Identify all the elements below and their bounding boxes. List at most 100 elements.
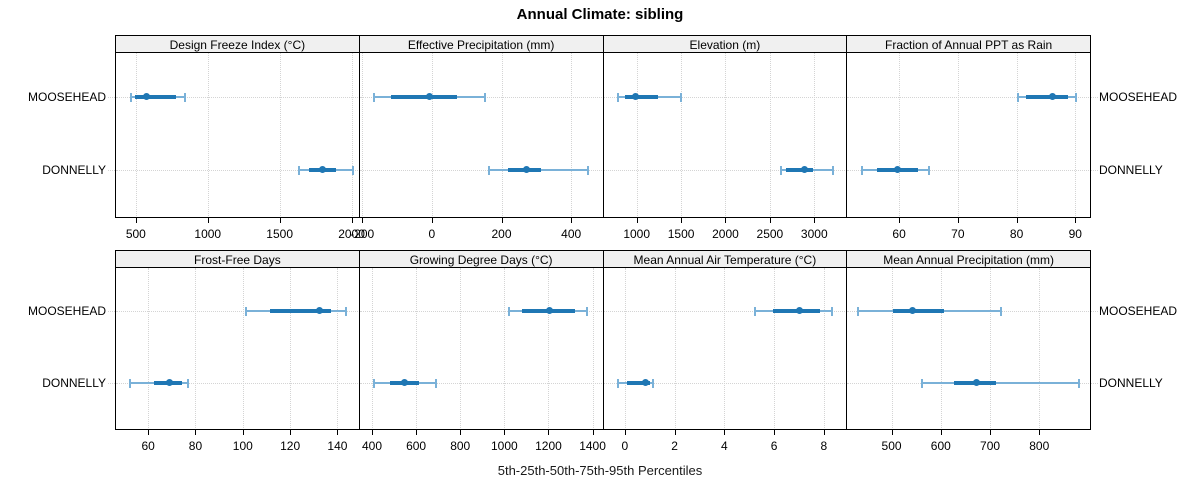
panel-body-growing-degree-days-c: [358, 268, 604, 430]
axis-tick: [957, 218, 959, 223]
axis-tick: [290, 430, 292, 435]
axis-tick-label: 3000: [800, 227, 828, 241]
row-label-leader: [108, 310, 115, 312]
range-cap-low: [130, 92, 133, 102]
gridline-vertical: [681, 53, 683, 217]
panel-body-mean-annual-air-temperature-c: [602, 268, 848, 430]
row-label-donnelly: DONNELLY: [1099, 375, 1163, 390]
gridline-vertical: [1016, 53, 1018, 217]
axis-tick-label: 1500: [667, 227, 695, 241]
gridline-vertical: [351, 53, 353, 217]
axis-tick-label: 400: [361, 439, 382, 453]
gridline-vertical: [431, 53, 433, 217]
gridline-vertical: [592, 268, 594, 429]
range-cap-high: [831, 306, 834, 316]
gridline-horizontal: [603, 169, 847, 171]
gridline-vertical: [148, 268, 150, 429]
axis-tick-label: 1200: [535, 439, 562, 453]
panel-header-effective-precipitation-mm: Effective Precipitation (mm): [358, 35, 604, 53]
panel-header-growing-degree-days-c: Growing Degree Days (°C): [358, 250, 604, 268]
gridline-vertical: [636, 53, 638, 217]
panel-header-elevation-m: Elevation (m): [602, 35, 848, 53]
panel-body-mean-annual-precipitation-mm: [846, 268, 1091, 430]
axis-tick: [636, 218, 638, 223]
gridline-vertical: [769, 53, 771, 217]
gridline-horizontal: [359, 382, 603, 384]
range-25-75-bar: [892, 308, 945, 313]
median-dot: [142, 93, 150, 101]
gridline-horizontal: [603, 96, 847, 98]
gridline-horizontal: [116, 96, 359, 98]
axis-tick-label: 1000: [194, 227, 222, 241]
range-cap-low: [754, 306, 757, 316]
axis-tick: [940, 430, 942, 435]
range-25-75-bar: [391, 94, 458, 99]
axis-tick-label: 90: [1068, 227, 1082, 241]
range-cap-high: [831, 165, 834, 175]
gridline-horizontal: [359, 310, 603, 312]
axis-tick: [207, 218, 209, 223]
axis-tick-label: 500: [125, 227, 146, 241]
axis-tick: [769, 218, 771, 223]
median-dot: [972, 379, 980, 387]
range-cap-low: [1016, 92, 1019, 102]
axis-tick: [460, 430, 462, 435]
panel-title: Growing Degree Days (°C): [409, 253, 553, 267]
gridline-vertical: [674, 268, 676, 429]
range-cap-high: [484, 92, 487, 102]
axis-caption: 5th-25th-50th-75th-95th Percentiles: [497, 463, 703, 478]
axis-tick: [571, 218, 573, 223]
axis-tick-label: 2000: [338, 227, 365, 241]
range-cap-low: [373, 378, 376, 388]
gridline-vertical: [571, 53, 573, 217]
range-cap-low: [245, 306, 248, 316]
axis-tick-label: 500: [881, 439, 902, 453]
range-cap-low: [857, 306, 860, 316]
range-cap-high: [344, 306, 347, 316]
range-cap-low: [860, 165, 863, 175]
range-25-75-bar: [134, 94, 177, 99]
panel-body-frost-free-days: [115, 268, 360, 430]
axis-tick: [548, 430, 550, 435]
range-25-75-bar: [624, 94, 658, 99]
median-dot: [401, 379, 409, 387]
axis-tick: [242, 430, 244, 435]
axis-tick-label: 0: [621, 439, 629, 453]
gridline-vertical: [242, 268, 244, 429]
gridline-vertical: [279, 53, 281, 217]
axis-tick: [592, 430, 594, 435]
axis-tick: [774, 430, 776, 435]
gridline-vertical: [823, 268, 825, 429]
gridline-vertical: [371, 268, 373, 429]
axis-tick: [362, 218, 364, 223]
gridline-vertical: [135, 53, 137, 217]
axis-tick: [725, 218, 727, 223]
row-label-leader: [1091, 96, 1098, 98]
axis-tick-label: 60: [141, 439, 155, 453]
panel-title: Elevation (m): [689, 38, 761, 52]
axis-tick: [371, 430, 373, 435]
gridline-horizontal: [847, 169, 1091, 171]
panel-header-mean-annual-precipitation-mm: Mean Annual Precipitation (mm): [846, 250, 1091, 268]
axis-tick: [504, 430, 506, 435]
range-25-75-bar: [1026, 94, 1068, 99]
gridline-vertical: [990, 268, 992, 429]
axis-tick: [724, 430, 726, 435]
row-label-moosehead: MOOSEHEAD: [1099, 303, 1178, 318]
panel-body-fraction-of-annual-ppt-as-rain: [846, 53, 1091, 218]
range-cap-low: [616, 92, 619, 102]
range-cap-high: [184, 92, 187, 102]
row-label-leader: [108, 169, 115, 171]
gridline-vertical: [207, 53, 209, 217]
row-label-leader: [108, 96, 115, 98]
panel-header-frost-free-days: Frost-Free Days: [115, 250, 360, 268]
median-dot: [631, 93, 639, 101]
panel-body-design-freeze-index-c: [115, 53, 360, 218]
axis-tick: [624, 430, 626, 435]
row-label-donnelly: DONNELLY: [42, 375, 106, 390]
axis-tick-label: 8: [820, 439, 828, 453]
axis-tick-label: 60: [892, 227, 906, 241]
gridline-vertical: [814, 53, 816, 217]
gridline-horizontal: [116, 169, 359, 171]
row-label-moosehead: MOOSEHEAD: [27, 89, 106, 104]
